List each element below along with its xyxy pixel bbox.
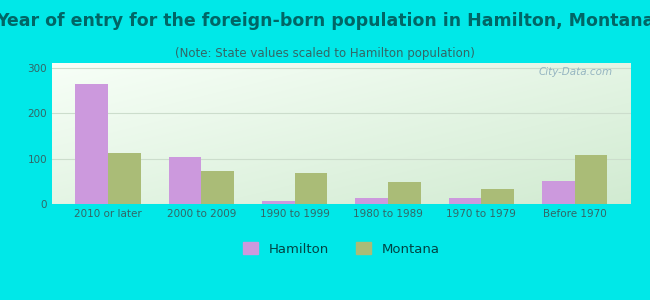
Legend: Hamilton, Montana: Hamilton, Montana — [237, 237, 445, 261]
Text: City-Data.com: City-Data.com — [539, 67, 613, 77]
Text: (Note: State values scaled to Hamilton population): (Note: State values scaled to Hamilton p… — [175, 46, 475, 59]
Text: Year of entry for the foreign-born population in Hamilton, Montana: Year of entry for the foreign-born popul… — [0, 12, 650, 30]
Bar — [575, 155, 607, 204]
Bar — [168, 157, 202, 204]
Bar — [202, 171, 234, 204]
Bar — [262, 201, 294, 204]
Bar — [294, 173, 327, 204]
Bar — [75, 84, 108, 204]
Bar — [481, 189, 514, 204]
Bar — [356, 198, 388, 204]
Bar — [388, 182, 421, 204]
Bar — [448, 198, 481, 204]
Bar — [108, 153, 140, 204]
Bar — [542, 181, 575, 204]
